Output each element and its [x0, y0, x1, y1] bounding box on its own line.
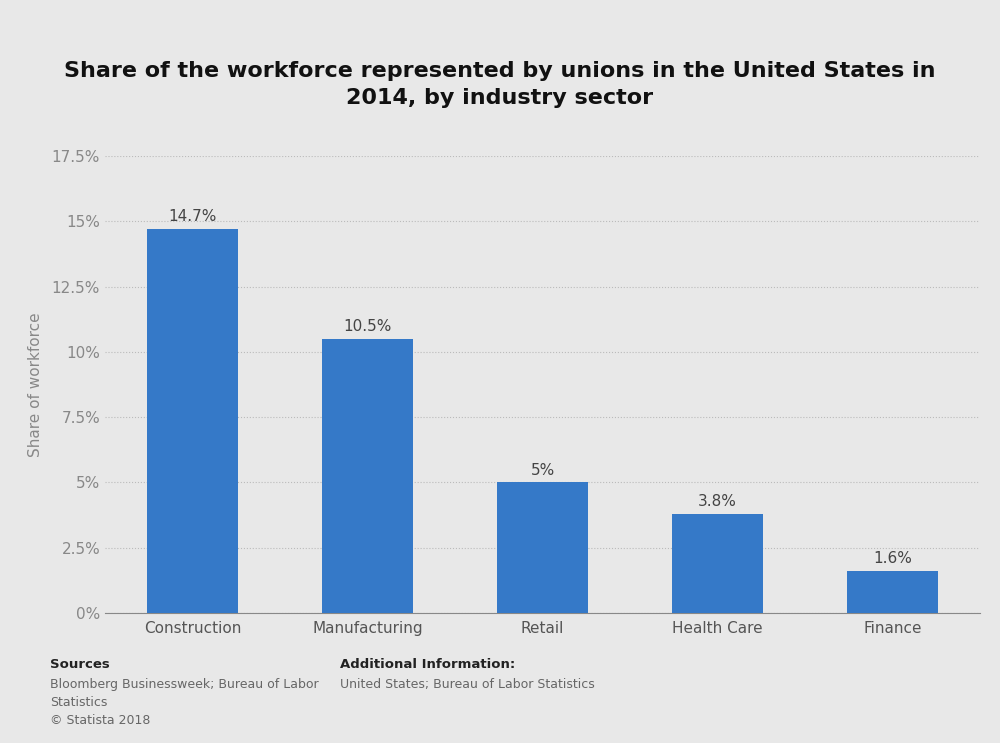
Y-axis label: Share of workforce: Share of workforce: [28, 312, 43, 457]
Bar: [147, 229, 238, 613]
Bar: [497, 482, 588, 613]
Text: Share of the workforce represented by unions in the United States in
2014, by in: Share of the workforce represented by un…: [64, 62, 936, 108]
Text: 1.6%: 1.6%: [873, 551, 912, 566]
Text: Bloomberg Businessweek; Bureau of Labor
Statistics
© Statista 2018: Bloomberg Businessweek; Bureau of Labor …: [50, 678, 319, 727]
Text: United States; Bureau of Labor Statistics: United States; Bureau of Labor Statistic…: [340, 678, 595, 691]
Text: 3.8%: 3.8%: [698, 494, 737, 509]
Bar: [672, 513, 763, 613]
Bar: [322, 339, 413, 613]
Text: 5%: 5%: [530, 463, 555, 478]
Bar: [847, 571, 938, 613]
Text: 14.7%: 14.7%: [168, 210, 217, 224]
Text: Additional Information:: Additional Information:: [340, 658, 515, 670]
Text: 10.5%: 10.5%: [343, 319, 392, 334]
Text: Sources: Sources: [50, 658, 110, 670]
